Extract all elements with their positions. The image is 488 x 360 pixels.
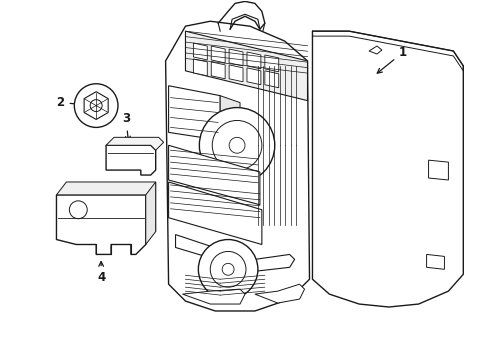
Circle shape	[74, 84, 118, 127]
Polygon shape	[106, 145, 155, 175]
Polygon shape	[211, 46, 224, 63]
Polygon shape	[211, 62, 224, 79]
Circle shape	[198, 239, 257, 299]
Polygon shape	[56, 182, 155, 231]
Circle shape	[210, 251, 245, 287]
Polygon shape	[220, 96, 240, 147]
Polygon shape	[264, 55, 278, 72]
Text: 4: 4	[97, 262, 105, 284]
Polygon shape	[229, 49, 243, 66]
Polygon shape	[193, 43, 207, 60]
Polygon shape	[427, 160, 447, 180]
Circle shape	[69, 201, 87, 219]
Polygon shape	[185, 31, 307, 100]
Text: 1: 1	[376, 46, 406, 73]
Polygon shape	[368, 46, 381, 54]
Circle shape	[212, 121, 262, 170]
Polygon shape	[165, 21, 309, 311]
Polygon shape	[145, 182, 155, 244]
Polygon shape	[246, 68, 260, 85]
Text: 3: 3	[122, 112, 130, 141]
Circle shape	[222, 264, 234, 275]
Polygon shape	[264, 71, 278, 88]
Polygon shape	[56, 195, 145, 255]
Polygon shape	[168, 86, 220, 140]
Polygon shape	[84, 92, 108, 120]
Polygon shape	[106, 137, 163, 150]
Polygon shape	[193, 59, 207, 76]
Polygon shape	[254, 284, 304, 303]
Circle shape	[229, 137, 244, 153]
Circle shape	[90, 100, 102, 112]
Circle shape	[199, 108, 274, 183]
Polygon shape	[168, 145, 259, 205]
Text: 2: 2	[56, 96, 92, 109]
Polygon shape	[168, 182, 262, 244]
Polygon shape	[182, 289, 244, 304]
Polygon shape	[246, 52, 260, 69]
Polygon shape	[312, 31, 462, 307]
Polygon shape	[229, 65, 243, 82]
Polygon shape	[426, 255, 444, 269]
Polygon shape	[175, 235, 294, 271]
